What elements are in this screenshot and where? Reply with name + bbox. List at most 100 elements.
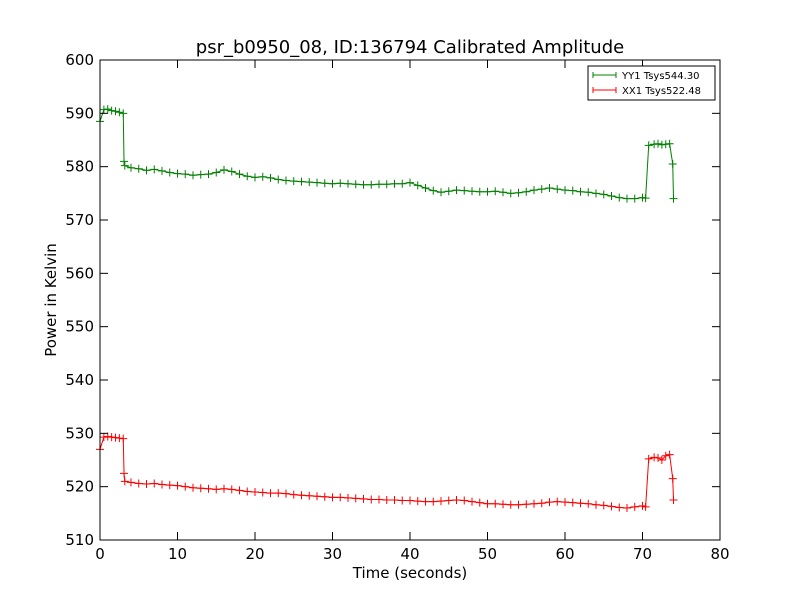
data-point — [553, 497, 562, 506]
data-point — [382, 496, 391, 504]
data-point — [398, 179, 407, 188]
data-point — [537, 499, 546, 508]
data-point — [266, 173, 275, 182]
data-point — [336, 493, 345, 502]
data-point — [568, 186, 577, 195]
data-point — [491, 499, 500, 508]
data-point — [522, 187, 531, 196]
data-point — [243, 487, 252, 496]
legend-label: YY1 Tsys544.30 — [621, 71, 700, 82]
data-point — [514, 500, 523, 509]
x-tick-label: 10 — [168, 545, 187, 563]
data-point — [107, 106, 116, 115]
data-point — [665, 450, 674, 459]
data-point — [150, 165, 159, 174]
data-point — [669, 496, 678, 504]
data-point — [99, 433, 108, 442]
data-point — [204, 484, 213, 493]
data-point — [165, 481, 174, 490]
data-point — [150, 479, 159, 488]
data-point — [351, 180, 360, 189]
x-tick-label: 20 — [245, 545, 264, 563]
legend-item-1: XX1 Tsys522.48 — [592, 86, 701, 97]
data-point — [460, 496, 469, 505]
data-point — [641, 502, 650, 511]
data-point — [522, 500, 531, 509]
legend-marker — [592, 72, 617, 78]
data-point — [344, 179, 352, 188]
data-point — [668, 160, 677, 168]
data-point — [413, 181, 422, 190]
y-tick-label: 570 — [65, 211, 94, 229]
data-point — [668, 474, 677, 483]
chart-title: psr_b0950_08, ID:136794 Calibrated Ampli… — [196, 37, 624, 58]
data-point — [359, 180, 368, 189]
data-point — [630, 502, 639, 511]
data-point — [258, 172, 267, 181]
data-point — [623, 194, 631, 203]
data-point — [313, 492, 321, 501]
data-point — [189, 483, 197, 492]
data-point — [421, 497, 430, 506]
y-tick-label: 560 — [65, 264, 94, 282]
y-tick-label: 550 — [65, 318, 94, 336]
data-point — [576, 499, 585, 508]
data-point — [196, 170, 205, 179]
data-point — [173, 169, 182, 178]
legend-label: XX1 Tsys522.48 — [622, 86, 701, 97]
data-point — [227, 485, 236, 494]
data-point — [165, 168, 174, 177]
data-point — [398, 496, 407, 505]
data-point — [623, 504, 631, 512]
data-point — [243, 172, 252, 181]
data-point — [367, 495, 376, 504]
data-point — [644, 141, 653, 150]
data-point — [669, 194, 678, 203]
data-point — [127, 163, 135, 172]
axis-ticks: 0 10 20 30 40 50 60 70 80 510 520 530 540 550 560 570 58… — [65, 51, 729, 563]
data-point — [127, 478, 135, 487]
data-point — [251, 488, 259, 496]
data-point — [235, 170, 244, 179]
data-point — [266, 489, 275, 498]
data-point — [599, 190, 608, 199]
data-point — [650, 140, 659, 149]
data-point — [506, 189, 515, 198]
data-point — [468, 497, 476, 506]
data-point — [661, 451, 670, 460]
data-point — [107, 433, 116, 442]
y-tick-label: 600 — [65, 51, 94, 69]
data-point — [641, 194, 650, 203]
data-point — [120, 161, 129, 170]
data-point — [437, 497, 445, 506]
data-point — [514, 188, 523, 197]
data-point — [251, 173, 259, 182]
data-point — [227, 167, 236, 176]
data-point — [654, 139, 662, 148]
data-point — [468, 187, 476, 196]
data-point — [375, 180, 383, 189]
data-point — [657, 140, 666, 149]
x-tick-label: 60 — [555, 545, 574, 563]
data-point — [212, 485, 221, 494]
data-point — [545, 184, 554, 192]
x-tick-label: 0 — [95, 545, 105, 563]
data-point — [406, 496, 414, 505]
data-point — [282, 489, 290, 498]
data-point — [119, 109, 128, 118]
data-point — [344, 493, 352, 502]
data-point — [328, 179, 337, 188]
data-point — [181, 482, 190, 491]
data-point — [483, 499, 492, 508]
data-point — [142, 480, 151, 488]
data-point — [599, 501, 608, 510]
data-point — [204, 170, 213, 179]
data-point — [661, 140, 670, 149]
data-point — [328, 493, 337, 502]
data-point — [158, 480, 166, 489]
data-point — [444, 187, 453, 196]
data-point — [120, 469, 129, 478]
data-point — [282, 176, 290, 185]
data-point — [336, 179, 345, 188]
